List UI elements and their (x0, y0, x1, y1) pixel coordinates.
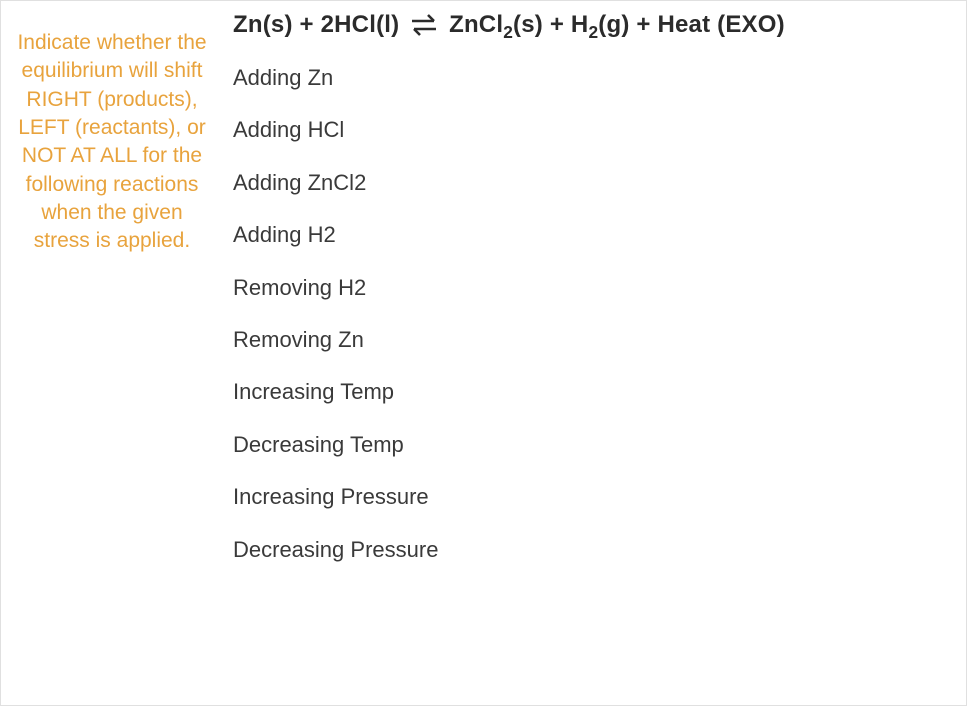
list-item: Removing Zn (233, 315, 956, 367)
chemical-equation: Zn(s) + 2HCl(l) ZnCl2(s) + H2(g) + Heat … (233, 11, 956, 39)
worksheet-container: Indicate whether the equilibrium will sh… (0, 0, 967, 706)
list-item: Increasing Pressure (233, 472, 956, 524)
stress-list: Adding Zn Adding HCl Adding ZnCl2 Adding… (233, 53, 956, 577)
equilibrium-arrows-icon (410, 15, 438, 37)
eq-sub-1: 2 (503, 22, 513, 42)
list-item: Decreasing Pressure (233, 525, 956, 577)
eq-part-product1a: ZnCl (442, 11, 503, 38)
instructions-column: Indicate whether the equilibrium will sh… (1, 1, 223, 705)
list-item: Adding Zn (233, 53, 956, 105)
list-item: Adding H2 (233, 210, 956, 262)
instructions-text: Indicate whether the equilibrium will sh… (15, 29, 209, 256)
list-item: Decreasing Temp (233, 420, 956, 472)
list-item: Increasing Temp (233, 367, 956, 419)
content-column: Zn(s) + 2HCl(l) ZnCl2(s) + H2(g) + Heat … (223, 1, 966, 705)
list-item: Adding HCl (233, 105, 956, 157)
list-item: Adding ZnCl2 (233, 158, 956, 210)
eq-part-tail: (g) + Heat (EXO) (598, 11, 785, 38)
eq-sub-2: 2 (588, 22, 598, 42)
list-item: Removing H2 (233, 263, 956, 315)
eq-part-product1b: (s) + H (513, 11, 588, 38)
eq-part-reactants: Zn(s) + 2HCl(l) (233, 11, 406, 38)
